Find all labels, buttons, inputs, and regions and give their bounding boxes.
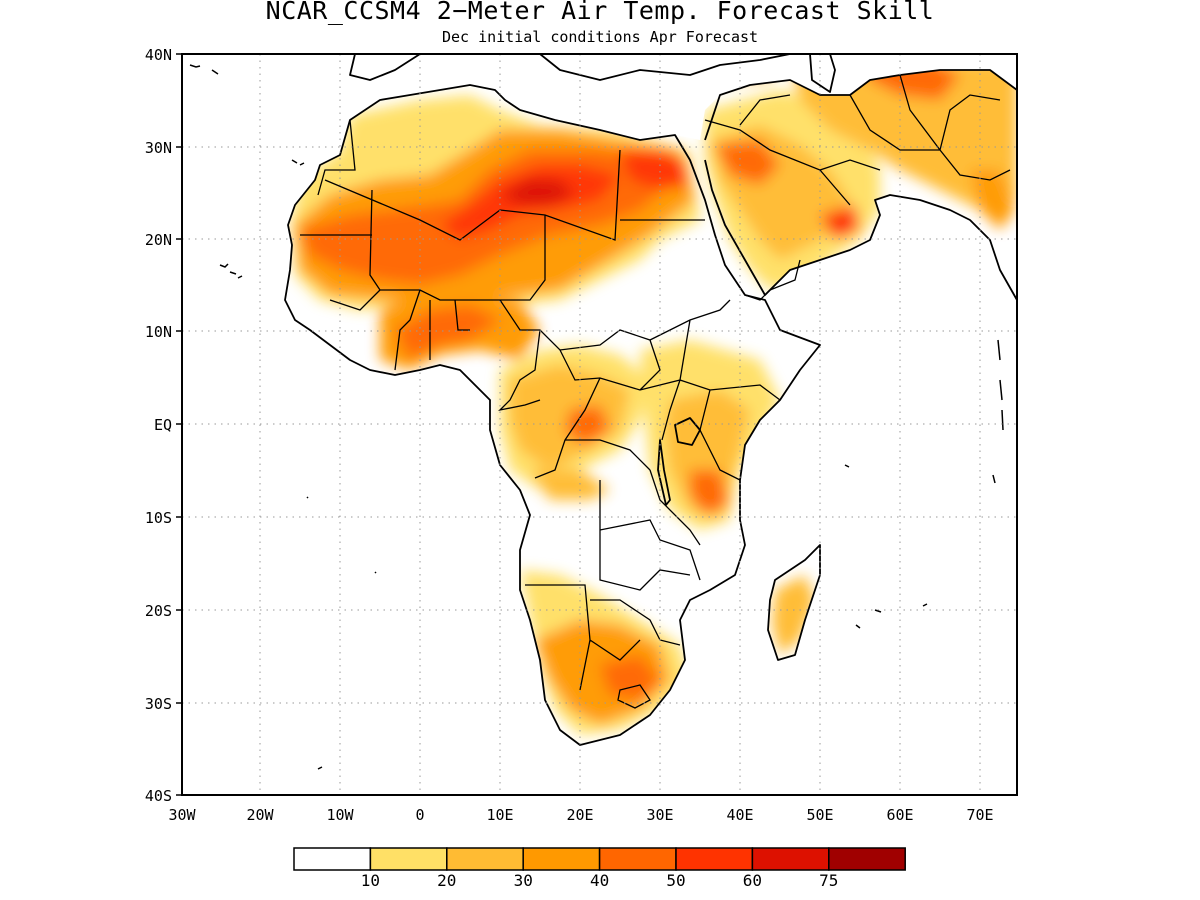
colorbar-swatch (293, 847, 372, 871)
lon-label: 10W (326, 806, 354, 824)
skill-region-east-africa-core (690, 470, 730, 515)
lat-label: 30S (145, 695, 172, 713)
colorbar-label: 30 (514, 871, 533, 890)
lon-label: 30W (168, 806, 196, 824)
coastlines (284, 54, 1017, 746)
map-subtitle: Dec initial conditions Apr Forecast (441, 28, 759, 46)
lat-label: 10S (145, 509, 172, 527)
skill-region-angola (530, 470, 610, 500)
lon-labels: 30W 20W 10W 0 10E 20E 30E 40E 50E 60E 70… (168, 806, 993, 824)
lon-label: 30E (646, 806, 673, 824)
lon-label: 50E (806, 806, 833, 824)
skill-region-sahara-core (500, 178, 575, 205)
caspian-coastline (809, 54, 836, 93)
skill-region-oman (820, 205, 860, 240)
colorbar-swatch (675, 847, 754, 871)
lat-label: 10N (145, 323, 172, 341)
colorbar-label: 40 (590, 871, 609, 890)
colorbar-swatch (598, 847, 677, 871)
colorbar-swatch (751, 847, 830, 871)
europe-coastline (349, 54, 791, 81)
colorbar-swatch (828, 847, 906, 871)
colorbar-label: 60 (743, 871, 762, 890)
lon-label: 70E (966, 806, 993, 824)
lat-labels: 40N 30N 20N 10N EQ 10S 20S 30S 40S (145, 46, 172, 805)
map-grid (182, 54, 1017, 795)
lat-label: 40N (145, 46, 172, 64)
lat-label: 20S (145, 602, 172, 620)
lat-label: 40S (145, 787, 172, 805)
lat-label: 30N (145, 139, 172, 157)
skill-region-east-africa-orange (665, 390, 750, 520)
skill-region-sahara-east (620, 150, 690, 190)
colorbar-label: 10 (361, 871, 380, 890)
tick-marks (176, 53, 182, 796)
lake-tanganyika (657, 439, 671, 506)
lon-label: 20E (566, 806, 593, 824)
colorbar-swatch (369, 847, 448, 871)
lat-label: EQ (154, 416, 172, 434)
madagascar-coastline (767, 544, 821, 661)
colorbar-swatch (446, 847, 524, 871)
lon-label: 40E (726, 806, 753, 824)
colorbar-label: 75 (819, 871, 838, 890)
country-borders (300, 74, 1011, 709)
skill-region-arabia-core (715, 140, 780, 185)
africa-coastline (284, 84, 821, 746)
skill-region-central-africa-core (565, 405, 610, 445)
skill-region-madagascar (772, 575, 815, 655)
colorbar-label: 20 (437, 871, 456, 890)
skill-region-southern-africa-core (600, 655, 660, 700)
skill-region-pakistan (940, 90, 1010, 160)
lon-label: 10E (486, 806, 513, 824)
lon-label: 60E (886, 806, 913, 824)
lat-label: 20N (145, 231, 172, 249)
colorbar-swatch (522, 847, 601, 871)
skill-region-india-west (970, 170, 1015, 230)
lake-victoria (674, 417, 701, 446)
lon-label: 20W (246, 806, 274, 824)
map-title: NCAR_CCSM4 2−Meter Air Temp. Forecast Sk… (265, 0, 935, 25)
colorbar-label: 50 (666, 871, 685, 890)
islands (189, 64, 1004, 770)
skill-region-west-africa-core (395, 305, 500, 360)
lon-label: 0 (415, 806, 424, 824)
colorbar: 10 20 30 40 50 60 75 (293, 847, 906, 890)
